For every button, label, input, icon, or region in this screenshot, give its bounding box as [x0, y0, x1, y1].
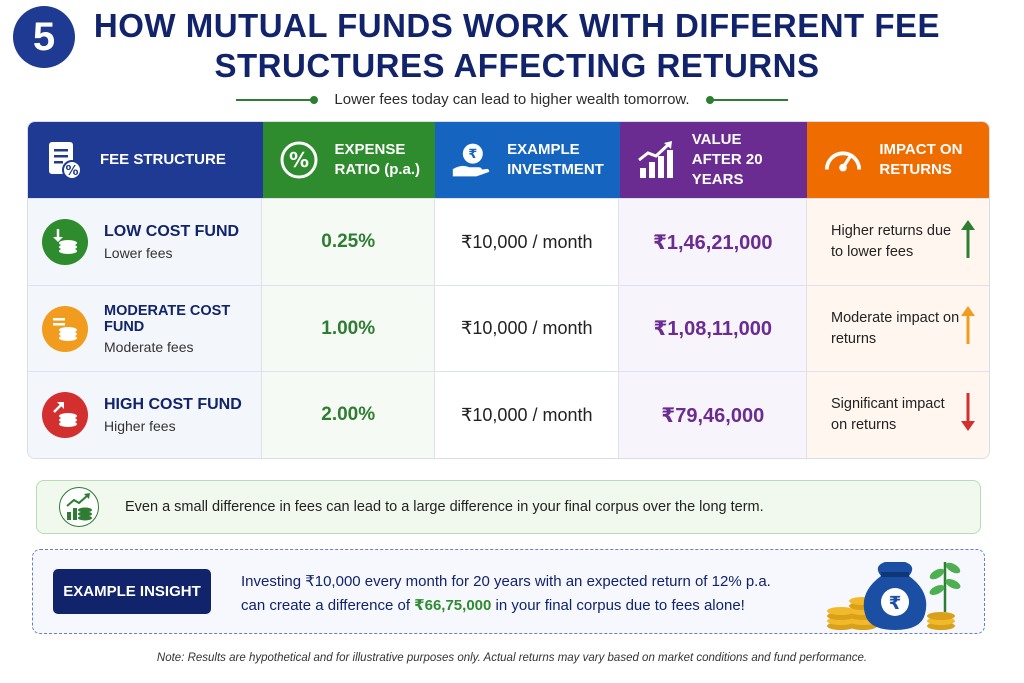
fund-subtitle: Lower fees: [104, 245, 173, 261]
expense-ratio-value: 0.25%: [262, 199, 435, 285]
arrow-up-icon: [961, 306, 975, 351]
fund-name: HIGH COST FUND: [104, 396, 242, 413]
final-value: ₹79,46,000: [619, 372, 807, 458]
impact-cell: Higher returns due to lower fees: [807, 199, 989, 285]
speedometer-icon: [823, 140, 863, 180]
header-label: FEE STRUCTURE: [100, 151, 226, 168]
investment-value: ₹10,000 / month: [434, 199, 620, 285]
svg-text:₹: ₹: [469, 146, 478, 161]
coins-equal-icon: [42, 305, 88, 352]
insight-line-2-end: in your final corpus due to fees alone!: [491, 597, 745, 614]
step-number-badge: 5: [13, 6, 75, 68]
header-value-after: VALUE AFTER 20 YEARS: [619, 122, 808, 198]
header-label: VALUE AFTER 20 YEARS: [691, 131, 763, 188]
final-value: ₹1,46,21,000: [619, 199, 807, 285]
impact-cell: Moderate impact on returns: [807, 286, 989, 371]
arrow-down-icon: [961, 392, 975, 438]
insight-line-1: Investing ₹10,000 every month for 20 yea…: [241, 573, 771, 590]
insight-highlight-amount: ₹66,75,000: [414, 597, 492, 614]
percent-circle-icon: %: [279, 140, 319, 180]
header-example-investment: ₹ EXAMPLE INVESTMENT: [435, 122, 620, 198]
table-header: % FEE STRUCTURE % EXPENSE RATIO (p.a.) ₹…: [28, 122, 989, 198]
svg-text:₹: ₹: [889, 593, 902, 614]
insight-line-2-start: can create a difference of: [241, 597, 415, 614]
header-label: EXAMPLE INVESTMENT: [507, 141, 604, 178]
hand-rupee-coin-icon: ₹: [451, 140, 491, 180]
header-label: EXPENSE RATIO (p.a.): [334, 141, 421, 178]
investment-value: ₹10,000 / month: [434, 372, 620, 458]
fee-comparison-table: % FEE STRUCTURE % EXPENSE RATIO (p.a.) ₹…: [27, 121, 990, 459]
page-title: HOW MUTUAL FUNDS WORK WITH DIFFERENT FEE…: [93, 7, 941, 84]
header-fee-structure: % FEE STRUCTURE: [28, 122, 263, 198]
document-percent-icon: %: [44, 140, 84, 180]
final-value: ₹1,08,11,000: [619, 286, 807, 371]
coins-down-icon: [42, 219, 88, 265]
fund-name: MODERATE COST FUND: [104, 302, 231, 335]
impact-text: Higher returns due to lower fees: [831, 223, 952, 260]
impact-text: Moderate impact on returns: [831, 309, 960, 347]
fund-subtitle: Higher fees: [104, 418, 176, 434]
fund-subtitle: Moderate fees: [104, 338, 194, 355]
insight-text: Investing ₹10,000 every month for 20 yea…: [241, 570, 771, 618]
growth-chart-icon: [636, 140, 676, 180]
insight-line-2: can create a difference of ₹66,75,000 in…: [241, 594, 771, 618]
header-expense-ratio: % EXPENSE RATIO (p.a.): [262, 122, 436, 198]
table-row-high-cost: HIGH COST FUND Higher fees 2.00% ₹10,000…: [28, 371, 989, 458]
table-row-low-cost: LOW COST FUND Lower fees 0.25% ₹10,000 /…: [28, 198, 989, 285]
tip-banner: Even a small difference in fees can lead…: [36, 480, 981, 534]
header-label: IMPACT ON RETURNS: [879, 141, 963, 178]
svg-text:%: %: [288, 148, 308, 172]
expense-ratio-value: 2.00%: [262, 372, 435, 458]
fund-cell: LOW COST FUND Lower fees: [28, 199, 263, 285]
example-insight-label: EXAMPLE INSIGHT: [53, 569, 211, 614]
growth-coins-icon: [59, 487, 99, 527]
impact-cell: Significant impact on returns: [807, 372, 989, 458]
header-impact: IMPACT ON RETURNS: [807, 122, 989, 198]
tip-text: Even a small difference in fees can lead…: [125, 499, 764, 515]
impact-text: Significant impact on returns: [831, 396, 945, 433]
subtitle-divider-left: [236, 95, 319, 104]
fund-cell: MODERATE COST FUND Moderate fees: [28, 286, 263, 371]
table-row-moderate-cost: MODERATE COST FUND Moderate fees 1.00% ₹…: [28, 285, 989, 371]
disclaimer-note: Note: Results are hypothetical and for i…: [156, 652, 868, 664]
expense-ratio-value: 1.00%: [262, 286, 435, 371]
fund-cell: HIGH COST FUND Higher fees: [28, 372, 263, 458]
subtitle-row: Lower fees today can lead to higher weal…: [0, 91, 1024, 108]
svg-text:%: %: [65, 164, 78, 179]
example-insight-box: EXAMPLE INSIGHT Investing ₹10,000 every …: [32, 549, 985, 634]
money-bag-coins-icon: ₹: [827, 562, 961, 630]
subtitle: Lower fees today can lead to higher weal…: [334, 91, 690, 108]
investment-value: ₹10,000 / month: [434, 286, 620, 371]
coins-up-icon: [42, 392, 88, 438]
subtitle-divider-right: [705, 95, 788, 104]
fund-name: LOW COST FUND: [104, 223, 240, 240]
arrow-up-icon: [961, 219, 975, 265]
